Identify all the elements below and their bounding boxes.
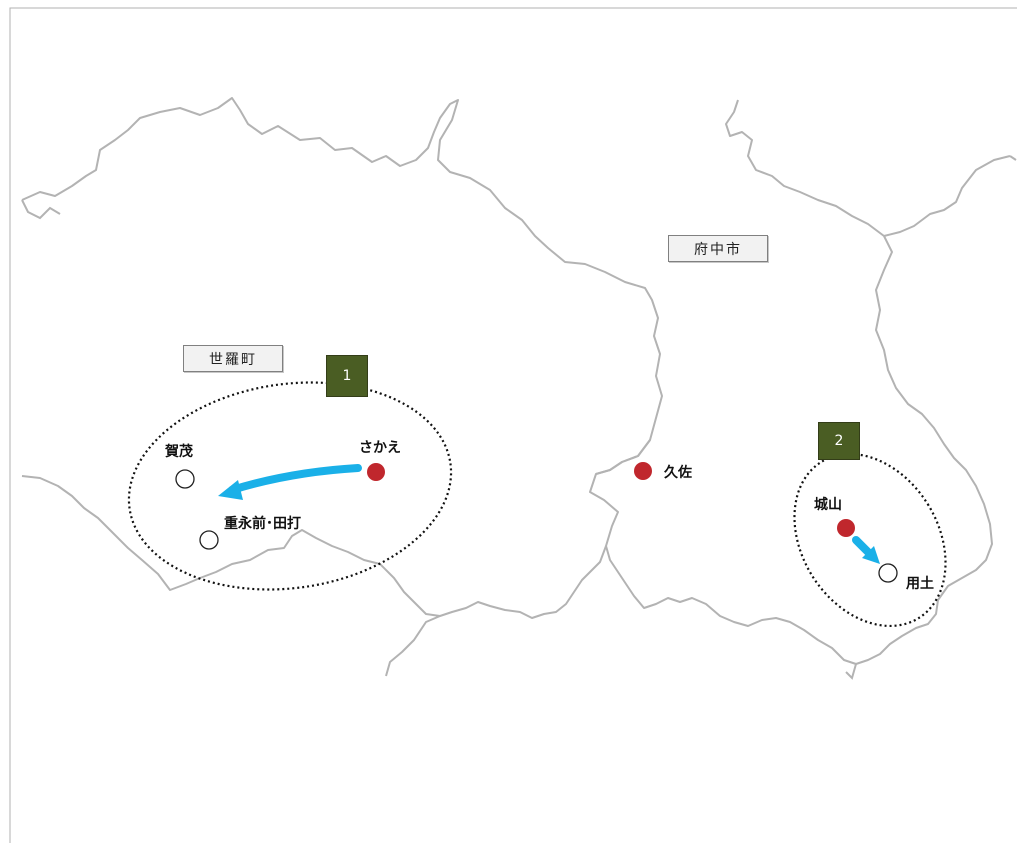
area-1-outline — [115, 362, 464, 609]
stop-shigenaga-marker — [200, 531, 218, 549]
place-label-kusa: 久佐 — [664, 462, 692, 482]
place-label-yodo: 用土 — [906, 573, 934, 593]
arrowhead-area-1 — [218, 480, 243, 500]
stop-kusa-marker — [634, 462, 652, 480]
area-2-badge: 2 — [818, 422, 860, 460]
northeast-boundary-fragment — [1010, 156, 1016, 160]
arrow-sakae-to-shigenaga — [232, 468, 358, 490]
region-label-sera: 世羅町 — [183, 345, 283, 372]
arrow-shiroyama-to-yodo — [856, 540, 868, 552]
area-1-badge: 1 — [326, 355, 368, 397]
stop-kamo-marker — [176, 470, 194, 488]
place-label-shiroyama: 城山 — [814, 494, 842, 514]
stop-shiroyama-marker — [837, 519, 855, 537]
area-2-outline — [764, 426, 977, 654]
southeast-boundary-fragment — [846, 664, 856, 678]
frame-border — [10, 8, 1017, 843]
fuchu-boundary — [606, 100, 1010, 664]
place-label-sakae: さかえ — [359, 437, 401, 457]
region-label-fuchu: 府中市 — [668, 235, 768, 262]
place-label-kamo: 賀茂 — [165, 441, 193, 461]
place-label-shigenaga: 重永前･田打 — [224, 513, 301, 533]
west-boundary-fragment — [22, 200, 60, 218]
stop-yodo-marker — [879, 564, 897, 582]
stop-sakae-marker — [367, 463, 385, 481]
